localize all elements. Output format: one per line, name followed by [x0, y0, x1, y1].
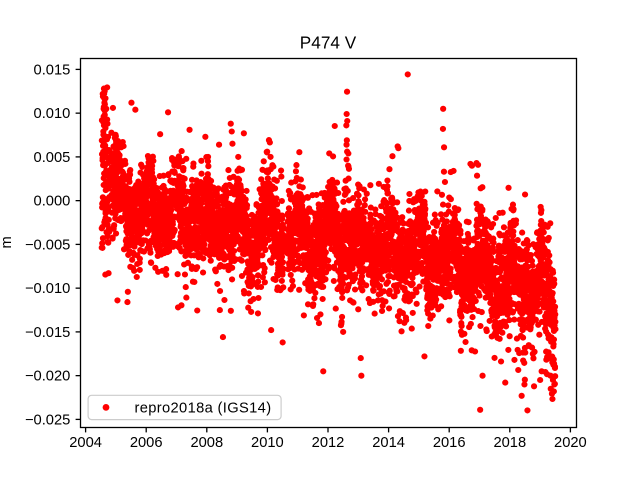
svg-text:−0.020: −0.020 — [25, 369, 70, 385]
svg-text:−0.010: −0.010 — [25, 281, 70, 297]
svg-text:0.015: 0.015 — [34, 62, 71, 78]
svg-text:2010: 2010 — [251, 435, 284, 451]
svg-text:−0.025: −0.025 — [25, 412, 70, 428]
svg-text:P474 V: P474 V — [300, 32, 357, 52]
svg-text:−0.005: −0.005 — [25, 237, 70, 253]
svg-text:2014: 2014 — [372, 435, 405, 451]
svg-text:2008: 2008 — [190, 435, 223, 451]
svg-text:2018: 2018 — [493, 435, 526, 451]
svg-text:0.005: 0.005 — [34, 150, 71, 166]
svg-text:0.010: 0.010 — [34, 106, 71, 122]
svg-text:2020: 2020 — [554, 435, 587, 451]
svg-text:2016: 2016 — [433, 435, 466, 451]
svg-text:repro2018a (IGS14): repro2018a (IGS14) — [135, 400, 272, 416]
svg-text:2012: 2012 — [312, 435, 345, 451]
svg-text:−0.015: −0.015 — [25, 325, 70, 341]
svg-text:m: m — [0, 236, 15, 248]
svg-text:0.000: 0.000 — [34, 194, 71, 210]
svg-text:2004: 2004 — [69, 435, 102, 451]
svg-text:2006: 2006 — [130, 435, 163, 451]
